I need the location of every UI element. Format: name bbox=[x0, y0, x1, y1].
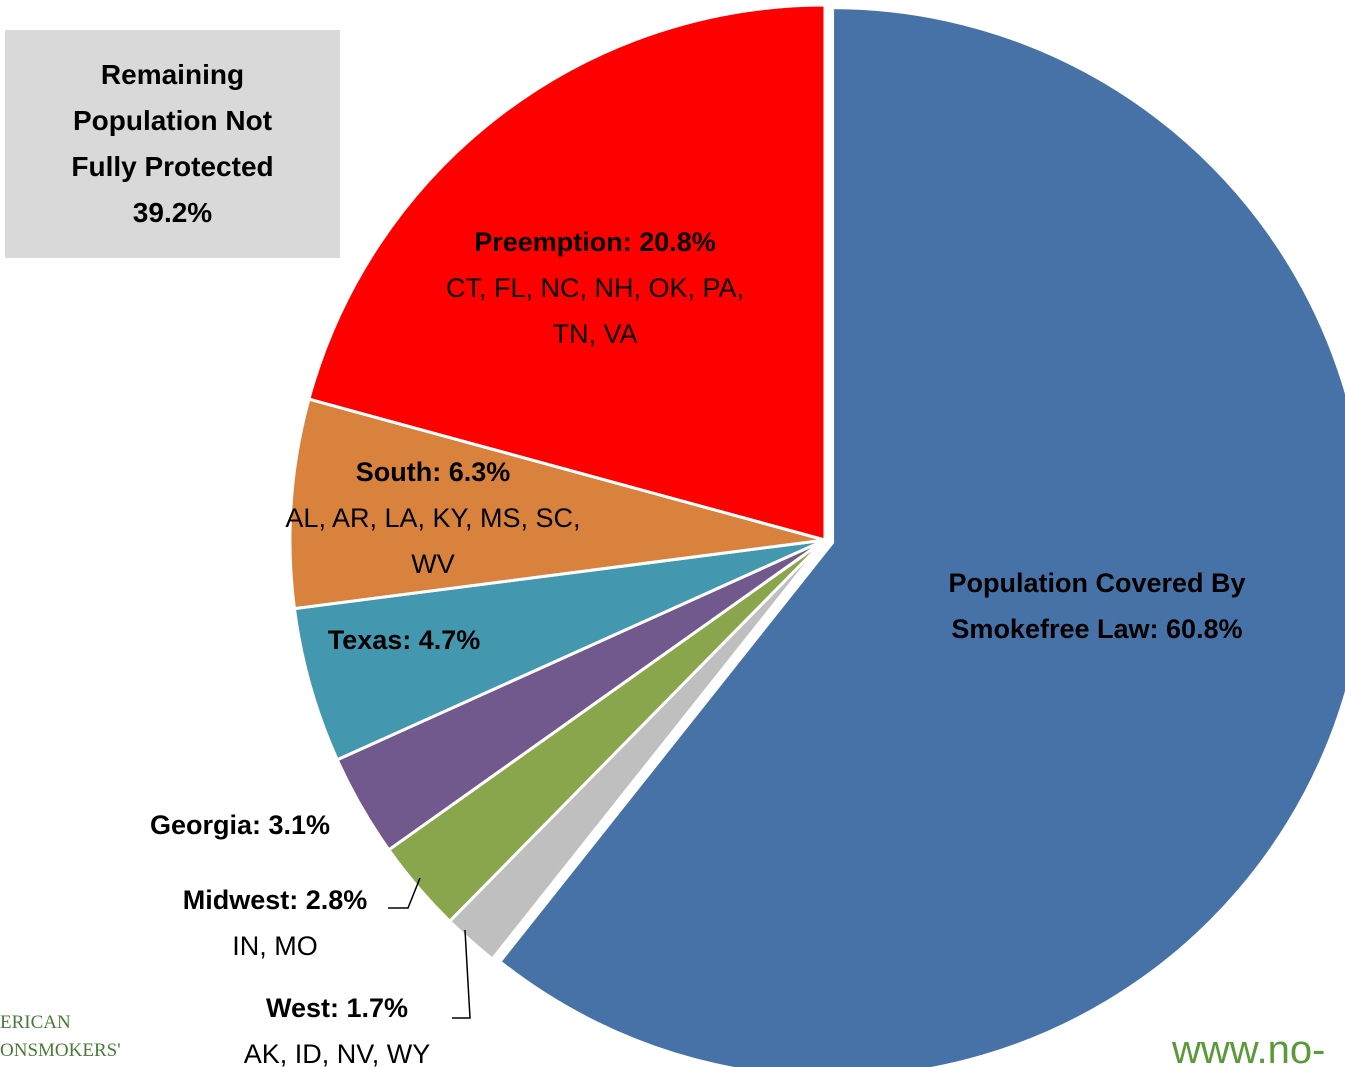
slice-value-label: Midwest: 2.8% bbox=[182, 885, 368, 915]
slice-label: Preemption: 20.8% CT, FL, NC, NH, OK, PA,… bbox=[430, 219, 760, 357]
slice-value-label: South: 6.3% bbox=[355, 457, 511, 487]
slice-label: West: 1.7% AK, ID, NV, WY bbox=[187, 985, 487, 1067]
slice-label: Population Covered By Smokefree Law: 60.… bbox=[932, 560, 1262, 652]
logo-text: ERICAN bbox=[0, 1012, 71, 1033]
slice-value-label: Georgia: 3.1% bbox=[149, 810, 331, 840]
note-box: Remaining Population Not Fully Protected… bbox=[5, 30, 340, 258]
slice-detail: AL, AR, LA, KY, MS, SC, WV bbox=[285, 503, 581, 579]
slice-label: South: 6.3% AL, AR, LA, KY, MS, SC, WV bbox=[273, 449, 593, 587]
slice-label: Midwest: 2.8% IN, MO bbox=[125, 877, 425, 969]
slice-value-label: West: 1.7% bbox=[265, 993, 409, 1023]
logo-text: ONSMOKERS' bbox=[0, 1040, 121, 1061]
slice-value-label: Population Covered By Smokefree Law: 60.… bbox=[948, 568, 1246, 644]
pie-slice bbox=[307, 3, 827, 542]
slice-label: Georgia: 3.1% bbox=[90, 802, 390, 848]
slice-detail: AK, ID, NV, WY bbox=[243, 1039, 431, 1067]
slice-detail: IN, MO bbox=[232, 931, 318, 961]
pie-slice bbox=[288, 397, 826, 611]
leader-line bbox=[388, 877, 421, 909]
slice-value-label: Texas: 4.7% bbox=[327, 625, 481, 655]
leader-line bbox=[452, 929, 471, 1019]
slice-detail: CT, FL, NC, NH, OK, PA, TN, VA bbox=[445, 273, 745, 349]
slice-label: Texas: 4.7% bbox=[254, 617, 554, 663]
note-text: Remaining Population Not Fully Protected… bbox=[71, 59, 274, 228]
footer-url: www.no- bbox=[1172, 1028, 1326, 1067]
slice-value-label: Preemption: 20.8% bbox=[474, 227, 716, 257]
pie-slice bbox=[497, 6, 1345, 1067]
pie-slice bbox=[292, 538, 826, 762]
